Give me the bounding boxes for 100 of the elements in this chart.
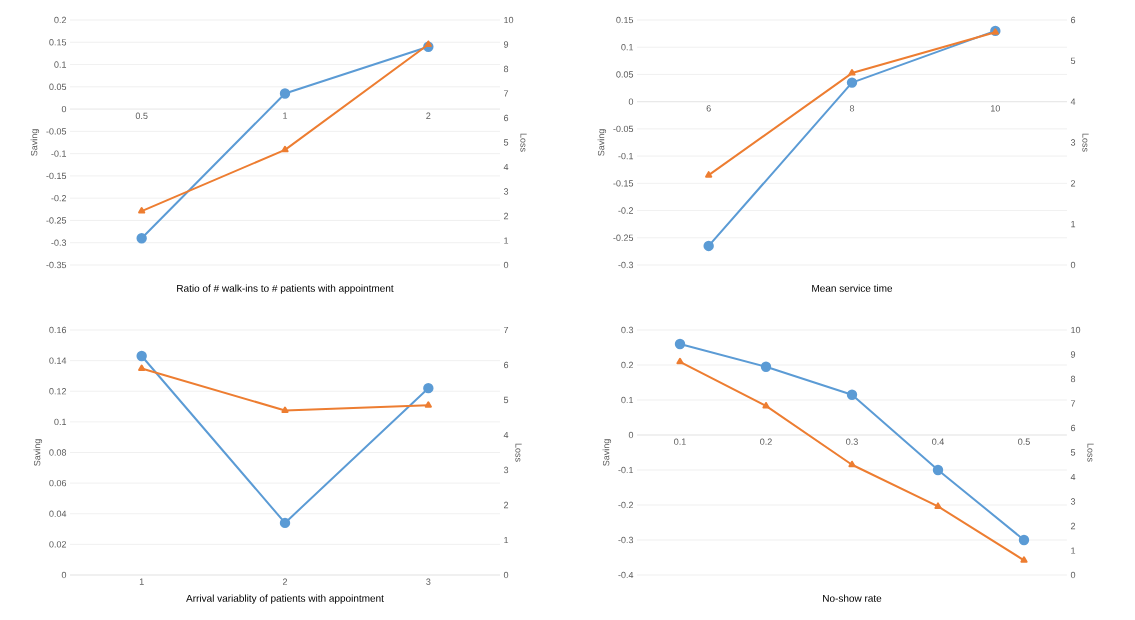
y-tick-label: -0.2: [618, 501, 634, 509]
x-axis-title: No-show rate: [823, 594, 882, 602]
y2-axis-title: Loss: [1082, 133, 1089, 152]
y-tick-label: -0.4: [618, 571, 634, 579]
y2-tick-label: 2: [1070, 180, 1076, 187]
y2-tick-label: 0: [503, 571, 509, 579]
y-tick-label: 0.12: [49, 388, 67, 395]
y2-tick-label: 4: [1070, 98, 1076, 105]
y-tick-label: -0.05: [613, 125, 634, 133]
y2-tick-label: 9: [503, 41, 509, 48]
y2-tick-label: 5: [1070, 57, 1076, 64]
y-tick-label: 0.1: [54, 61, 67, 68]
x-tick-label: 0.5: [1018, 438, 1030, 445]
x-tick-label: 8: [849, 105, 855, 112]
y-tick-label: 0: [61, 571, 67, 579]
y2-tick-label: 6: [503, 361, 509, 369]
x-tick-label: 0.4: [932, 438, 944, 445]
y-tick-label: -0.25: [613, 234, 634, 241]
y-tick-label: -0.15: [613, 180, 634, 187]
y-tick-label: -0.25: [46, 217, 67, 224]
y2-tick-label: 0: [1070, 571, 1076, 579]
y-tick-label: 0.15: [49, 39, 67, 46]
y2-tick-label: 2: [503, 212, 509, 220]
y2-tick-label: 6: [1070, 424, 1076, 432]
y-tick-label: 0: [628, 431, 634, 439]
y-axis-title: Saving: [33, 439, 43, 466]
x-tick-label: 1: [283, 112, 288, 119]
y2-tick-label: 0: [503, 261, 509, 269]
y-tick-label: -0.1: [618, 466, 634, 474]
y-tick-label: -0.2: [618, 207, 634, 214]
y2-tick-label: 4: [503, 431, 509, 439]
x-axis-title: Arrival variablity of patients with appointment: [186, 594, 384, 604]
y2-axis-title: Loss: [515, 443, 522, 462]
x-tick-label: 0.1: [674, 438, 686, 445]
y-tick-label: -0.3: [618, 261, 634, 269]
y-tick-label: 0.15: [616, 16, 634, 24]
y2-tick-label: 3: [503, 188, 509, 195]
y-tick-label: 0.14: [49, 357, 67, 364]
y-tick-label: 0.2: [54, 16, 67, 24]
y2-tick-label: 3: [1070, 139, 1076, 146]
y2-tick-label: 1: [504, 237, 509, 244]
y-tick-label: -0.3: [618, 536, 634, 544]
y2-tick-label: 10: [504, 16, 514, 24]
y-tick-label: -0.2: [51, 194, 67, 202]
x-tick-label: 2: [282, 578, 288, 585]
y-tick-label: 0: [628, 98, 634, 105]
x-tick-label: 10: [991, 105, 1000, 112]
y2-tick-label: 4: [503, 163, 509, 171]
y-tick-label: 0.2: [621, 361, 634, 369]
y-tick-label: 0: [61, 105, 67, 113]
y-tick-label: -0.35: [46, 261, 67, 269]
y-axis-title: Saving: [602, 439, 612, 466]
y2-tick-label: 1: [1071, 547, 1076, 554]
x-tick-label: 2: [426, 112, 431, 119]
y-tick-label: -0.1: [618, 152, 634, 160]
y-tick-label: -0.3: [51, 239, 67, 246]
y-tick-label: 0.08: [49, 449, 67, 456]
y2-tick-label: 1: [504, 536, 509, 544]
y2-tick-label: 7: [1070, 400, 1076, 407]
x-tick-label: 6: [706, 105, 711, 112]
x-tick-label: 0.5: [135, 112, 148, 119]
y2-tick-label: 4: [1070, 473, 1076, 481]
y-tick-label: 0.3: [621, 326, 634, 334]
y-tick-label: 0.1: [54, 418, 67, 426]
y-tick-label: -0.15: [46, 172, 67, 180]
y2-tick-label: 9: [1070, 351, 1076, 358]
y2-tick-label: 3: [503, 466, 509, 474]
y2-tick-label: 7: [503, 90, 509, 97]
y-tick-label: 0.04: [49, 510, 67, 517]
y-tick-label: 0.02: [49, 541, 67, 548]
y2-tick-label: 5: [1070, 449, 1076, 456]
y2-tick-label: 5: [503, 396, 509, 404]
y-axis-title: Saving: [597, 129, 607, 156]
y2-tick-label: 5: [503, 139, 509, 146]
y2-tick-label: 2: [503, 501, 509, 509]
y-axis-title: Saving: [30, 129, 40, 156]
y2-tick-label: 6: [1070, 16, 1076, 24]
y-tick-label: -0.1: [51, 150, 67, 157]
x-tick-label: 0.3: [846, 438, 858, 445]
y2-tick-label: 0: [1070, 261, 1076, 269]
y2-tick-label: 8: [1070, 375, 1076, 383]
y2-tick-label: 8: [503, 65, 509, 73]
y2-axis-title: Loss: [1087, 443, 1094, 462]
y-tick-label: 0.05: [616, 71, 634, 78]
y2-axis-title: Loss: [520, 133, 527, 152]
y-tick-label: 0.16: [49, 326, 67, 334]
y2-tick-label: 2: [1070, 522, 1076, 530]
y2-tick-label: 3: [1070, 498, 1076, 505]
y-tick-label: 0.06: [49, 479, 67, 487]
y-tick-label: 0.1: [621, 44, 634, 51]
y-tick-label: 0.05: [49, 83, 67, 90]
y2-tick-label: 7: [503, 326, 509, 334]
x-axis-title: Ratio of # walk-ins to # patients with appointment: [177, 284, 394, 294]
x-tick-label: 1: [139, 578, 144, 585]
y-tick-label: 0.1: [621, 396, 634, 404]
y-tick-label: -0.05: [46, 128, 67, 135]
y2-tick-label: 10: [1071, 326, 1081, 334]
y2-tick-label: 1: [1071, 221, 1076, 228]
x-tick-label: 3: [426, 578, 431, 585]
x-axis-title: Mean service time: [812, 284, 893, 292]
